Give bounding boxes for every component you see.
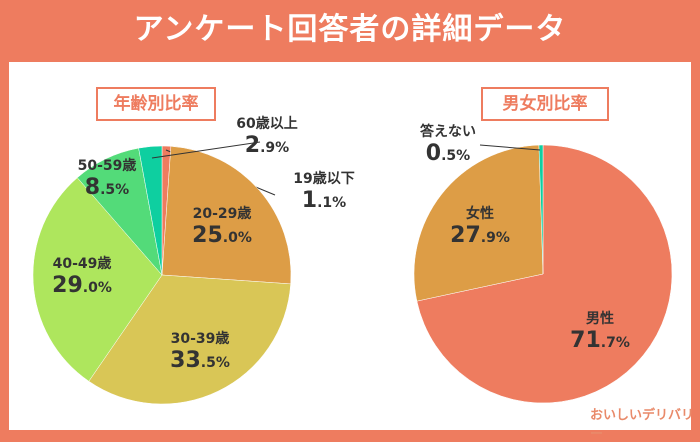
slice-name: 60歳以上 xyxy=(236,116,298,132)
slice-value: 71.7% xyxy=(570,328,630,354)
value-decimal: .0% xyxy=(222,230,252,246)
slice-name: 女性 xyxy=(466,206,494,222)
page-title: アンケート回答者の詳細データ xyxy=(133,12,567,47)
pie-slice xyxy=(413,144,544,302)
value-integer: 8 xyxy=(84,175,101,200)
slice-label: 男性 71.7% xyxy=(570,310,630,354)
value-decimal: .1% xyxy=(317,195,347,211)
value-integer: 27 xyxy=(450,223,481,248)
age-chart-title: 年齢別比率 xyxy=(96,87,216,121)
value-decimal: .5% xyxy=(100,182,130,198)
brand-logo: おいしいデリバリー xyxy=(590,408,695,442)
value-decimal: .5% xyxy=(441,148,471,164)
slice-value: 2.9% xyxy=(236,133,297,159)
slice-label: 19歳以下 1.1% xyxy=(293,170,354,214)
slice-value: 1.1% xyxy=(293,188,354,214)
value-decimal: .9% xyxy=(480,230,510,246)
slice-label: 30-39歳 33.5% xyxy=(170,330,230,374)
slice-value: 29.0% xyxy=(52,273,112,299)
slice-label: 50-59歳 8.5% xyxy=(78,157,137,201)
slice-value: 27.9% xyxy=(450,223,510,249)
leader-line xyxy=(479,144,541,151)
slice-label: 40-49歳 29.0% xyxy=(52,255,112,299)
slice-value: 0.5% xyxy=(420,141,476,167)
value-decimal: .5% xyxy=(200,355,230,371)
value-decimal: .7% xyxy=(600,335,630,351)
slice-label: 答えない 0.5% xyxy=(420,123,476,167)
value-integer: 29 xyxy=(52,273,83,298)
value-integer: 33 xyxy=(170,348,201,373)
pie-slice xyxy=(416,144,673,404)
value-decimal: .9% xyxy=(260,140,290,156)
slice-label: 女性 27.9% xyxy=(450,205,510,249)
slice-value: 25.0% xyxy=(192,223,252,249)
slice-label: 60歳以上 2.9% xyxy=(236,115,297,159)
slice-label: 20-29歳 25.0% xyxy=(192,205,252,249)
slice-name: 30-39歳 xyxy=(170,331,230,347)
value-decimal: .0% xyxy=(82,280,112,296)
slice-name: 40-49歳 xyxy=(52,256,112,272)
slice-name: 男性 xyxy=(586,311,614,327)
leader-line xyxy=(151,141,261,159)
slice-value: 8.5% xyxy=(78,175,137,201)
pie-slice xyxy=(32,177,163,382)
slice-name: 20-29歳 xyxy=(192,206,252,222)
gender-chart-title: 男女別比率 xyxy=(481,87,609,121)
slice-name: 50-59歳 xyxy=(77,158,137,174)
value-integer: 25 xyxy=(192,223,223,248)
pie-slice xyxy=(138,145,163,276)
slice-name: 答えない xyxy=(420,124,476,140)
value-integer: 2 xyxy=(244,133,261,158)
value-integer: 71 xyxy=(570,328,601,353)
pie-slice xyxy=(88,274,291,405)
slice-value: 33.5% xyxy=(170,348,230,374)
pie-slice xyxy=(161,146,292,285)
slice-name: 19歳以下 xyxy=(293,171,355,187)
value-integer: 0 xyxy=(425,141,442,166)
value-integer: 1 xyxy=(301,188,318,213)
pie-slice xyxy=(538,144,544,275)
